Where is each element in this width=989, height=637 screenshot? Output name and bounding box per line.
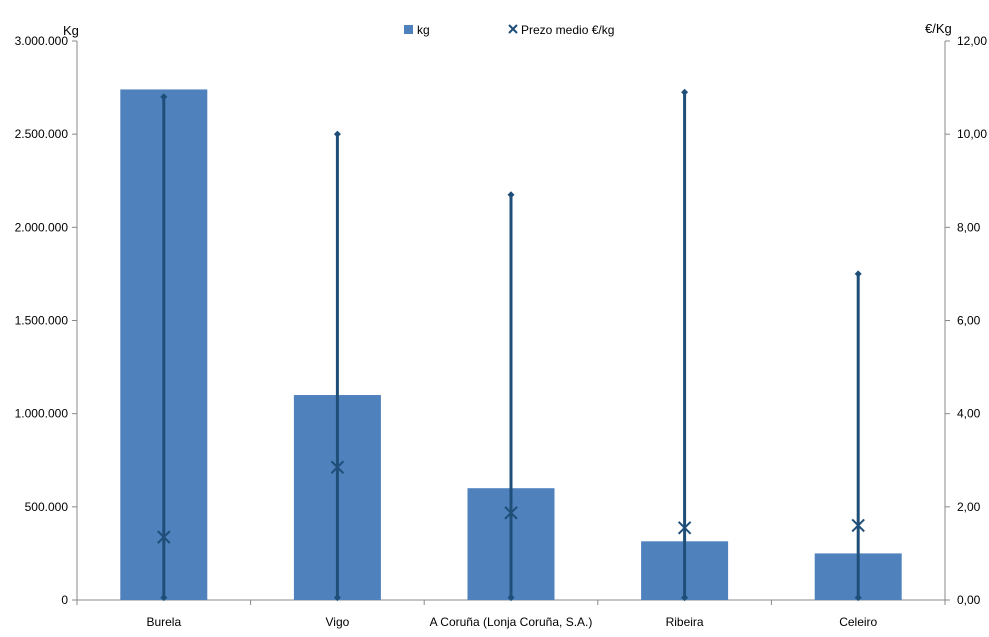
- legend-marker-price: [508, 24, 518, 34]
- x-tick-label: Celeiro: [839, 615, 877, 629]
- price-avg-marker: [851, 518, 865, 533]
- y-left-tick-label: 3.000.000: [15, 34, 69, 48]
- x-tick-label: Burela: [146, 615, 181, 629]
- y-left-tick-label: 1.000.000: [15, 407, 69, 421]
- y-right-tick-label: 8,00: [957, 220, 981, 234]
- price-avg-marker: [157, 530, 171, 544]
- price-max-marker: [333, 130, 341, 138]
- legend-label-kg: kg: [417, 23, 430, 37]
- y-left-tick-label: 2.500.000: [15, 127, 69, 141]
- price-max-marker: [854, 270, 862, 278]
- price-min-marker: [507, 594, 515, 602]
- price-max-marker: [160, 93, 168, 101]
- legend-label-price: Prezo medio €/kg: [521, 23, 614, 37]
- y-left-tick-label: 0: [61, 593, 68, 607]
- price-min-marker: [160, 594, 168, 602]
- y-left-tick-label: 1.500.000: [15, 314, 69, 328]
- x-tick-label: A Coruña (Lonja Coruña, S.A.): [430, 615, 593, 629]
- price-avg-marker: [330, 460, 345, 474]
- price-min-marker: [681, 594, 689, 602]
- x-tick-label: Vigo: [325, 615, 349, 629]
- y-right-tick-label: 12,00: [957, 34, 987, 48]
- y-right-tick-label: 6,00: [957, 314, 981, 328]
- y-left-tick-label: 500.000: [25, 500, 69, 514]
- y-right-tick-label: 10,00: [957, 127, 987, 141]
- y-right-axis-title: €/Kg: [925, 21, 952, 36]
- price-avg-marker: [504, 506, 518, 520]
- y-right-tick-label: 2,00: [957, 500, 981, 514]
- y-left-axis-title: Kg: [63, 23, 79, 38]
- axes: 0 500.000 1.000.000 1.500.000 2.000.000 2.500…: [15, 34, 988, 629]
- price-avg-marker: [677, 521, 692, 535]
- price-series: [157, 88, 865, 602]
- legend-swatch-kg: [404, 25, 413, 34]
- price-min-marker: [854, 594, 862, 602]
- y-right-tick-label: 4,00: [957, 407, 981, 421]
- y-right-tick-label: 0,00: [957, 593, 981, 607]
- y-left-tick-label: 2.000.000: [15, 220, 69, 234]
- price-max-marker: [681, 88, 689, 96]
- legend: kg Prezo medio €/kg: [404, 23, 614, 37]
- price-min-marker: [333, 594, 341, 602]
- x-tick-label: Ribeira: [666, 615, 704, 629]
- price-max-marker: [507, 191, 515, 199]
